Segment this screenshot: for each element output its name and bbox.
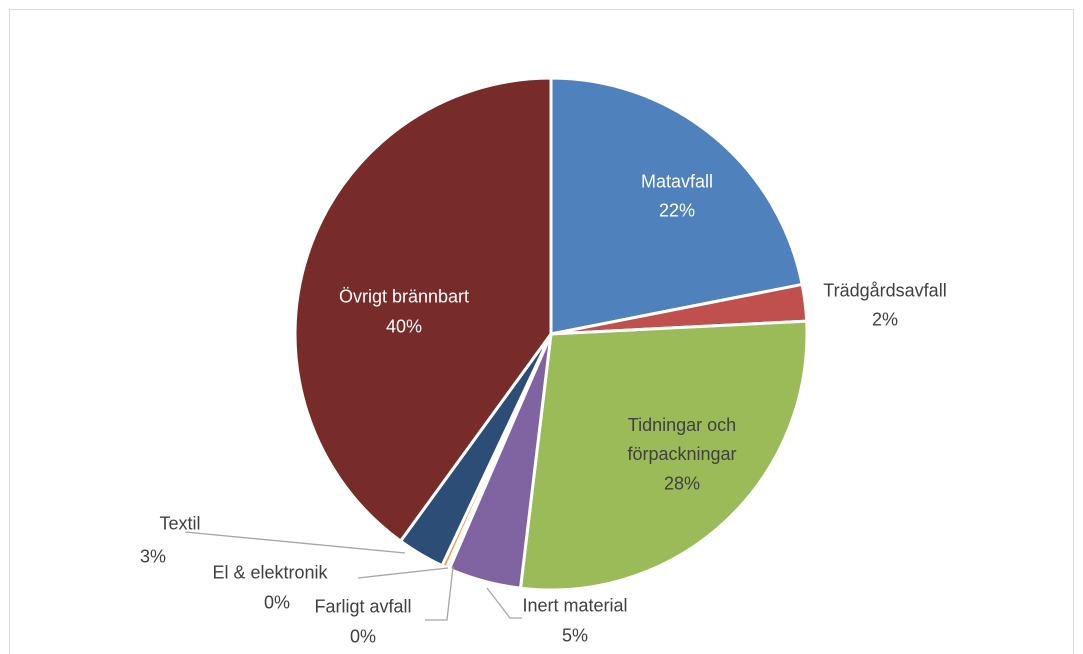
leader-line bbox=[425, 566, 454, 621]
data-label-name: Farligt avfall bbox=[314, 596, 412, 617]
pie-slice bbox=[293, 76, 553, 544]
leader-line bbox=[486, 587, 522, 619]
data-label-value: 22% bbox=[658, 200, 696, 221]
data-label-value: 2% bbox=[871, 309, 899, 330]
data-label-name: Textil bbox=[159, 513, 201, 534]
pie-slice bbox=[549, 76, 804, 336]
data-label-value: 5% bbox=[561, 625, 589, 646]
chart-frame bbox=[9, 9, 1074, 654]
data-label-value: 0% bbox=[263, 592, 291, 613]
data-label-name: Inert material bbox=[522, 595, 628, 616]
leader-line bbox=[357, 567, 449, 579]
data-label-name: El & elektronik bbox=[212, 562, 328, 583]
data-label-value: 40% bbox=[385, 316, 423, 337]
data-label-name: Trädgårdsavfall bbox=[823, 280, 947, 301]
data-label-name: Tidningar och förpackningar bbox=[627, 415, 737, 464]
data-label-value: 0% bbox=[349, 626, 377, 647]
pie-slice bbox=[518, 319, 809, 592]
data-label-value: 28% bbox=[663, 473, 701, 494]
data-label-name: Övrigt brännbart bbox=[338, 286, 470, 307]
data-label-value: 3% bbox=[139, 546, 167, 567]
leader-line bbox=[184, 531, 406, 554]
data-label-name: Matavfall bbox=[640, 171, 714, 192]
